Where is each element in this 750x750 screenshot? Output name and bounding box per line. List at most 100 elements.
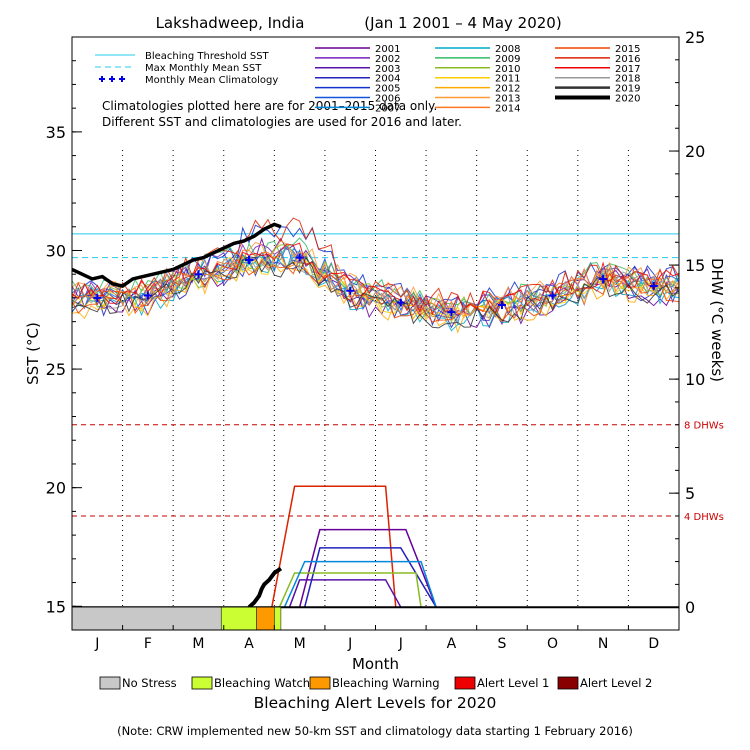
dhw-series-2005 [303, 547, 437, 608]
sst-series-2017 [71, 242, 680, 316]
month-label: F [144, 636, 152, 652]
alert-legend-swatch [99, 676, 121, 690]
year-legend-label: 2015 [615, 44, 640, 55]
year-legend-label: 2010 [495, 64, 520, 75]
alert-legend-swatch [454, 676, 476, 690]
legend-label: Bleaching Threshold SST [145, 51, 270, 62]
alert-legend-label: Alert Level 2 [580, 676, 652, 690]
year-legend-label: 2011 [495, 74, 520, 85]
year-legend-label: 2016 [615, 54, 640, 65]
year-legend-label: 2009 [495, 54, 520, 65]
sst-tick-label: 20 [46, 479, 66, 498]
sst-tick-label: 30 [46, 241, 66, 260]
month-label: D [648, 636, 659, 652]
month-label: M [294, 636, 306, 652]
alert-legend-swatch [557, 676, 579, 690]
alert-legend-swatch [309, 676, 331, 690]
dhw-series-2003 [288, 579, 402, 608]
alert-legend-label: No Stress [122, 676, 177, 690]
climatology-point [447, 308, 456, 317]
year-legend-label: 2008 [495, 44, 520, 55]
legend-cross-marker [109, 76, 115, 82]
x-axis-title: Month [352, 655, 399, 673]
month-label: A [244, 636, 254, 652]
month-label: J [347, 636, 352, 652]
legend-cross-marker [99, 76, 105, 82]
month-label: N [598, 636, 608, 652]
chart-title: Lakshadweep, India [156, 14, 305, 32]
year-legend-label: 2019 [615, 84, 640, 95]
dhw-tick-label: 20 [685, 142, 705, 161]
dhw-threshold-label: 8 DHWs [684, 421, 724, 432]
dhw-series-2007 [283, 560, 437, 608]
alert-bar-segment [274, 606, 282, 631]
legend-label: Monthly Mean Climatology [145, 75, 278, 86]
dhw-threshold-label: 4 DHWs [684, 512, 724, 523]
month-label: M [192, 636, 204, 652]
climatology-point [649, 282, 658, 291]
climatology-point [245, 255, 254, 264]
dhw-series-2010 [278, 572, 422, 608]
dhw-series-2020 [247, 566, 283, 609]
dhw-tick-label: 15 [685, 256, 705, 275]
year-legend-label: 2013 [495, 94, 520, 105]
year-legend-label: 2003 [375, 64, 400, 75]
year-legend-label: 2007 [375, 103, 400, 114]
year-legend-label: 2001 [375, 44, 400, 55]
alert-legend-label: Bleaching Warning [332, 676, 440, 690]
footnote: (Note: CRW implemented new 50-km SST and… [117, 724, 633, 738]
month-label: A [447, 636, 457, 652]
year-legend-label: 2014 [495, 103, 520, 114]
climatology-point [93, 293, 102, 302]
year-legend-label: 2012 [495, 84, 520, 95]
year-legend-label: 2006 [375, 94, 400, 105]
climatology-point [548, 291, 557, 300]
alert-legend-label: Bleaching Watch [214, 676, 310, 690]
alert-bar-segment [220, 606, 257, 631]
climatology-point [497, 301, 506, 310]
dhw-tick-label: 10 [685, 370, 705, 389]
sst-series-2016 [71, 217, 680, 313]
month-label: J [398, 636, 403, 652]
climatology-point [194, 270, 203, 279]
sst-series-2020 [71, 222, 282, 288]
year-legend-label: 2004 [375, 74, 400, 85]
climatology-point [143, 291, 152, 300]
month-label: O [547, 636, 558, 652]
sst-series-2012 [71, 257, 680, 334]
dhw-series-2016 [271, 485, 397, 608]
year-legend-label: 2018 [615, 74, 640, 85]
legend-cross-marker [119, 76, 125, 82]
dhw-series-2001 [298, 528, 437, 608]
dhw-tick-label: 5 [685, 484, 695, 503]
year-legend-label: 2020 [615, 94, 640, 105]
dhw-tick-label: 25 [685, 28, 705, 47]
y-axis-title-right: DHW (°C weeks) [708, 258, 726, 382]
alert-legend-label: Alert Level 1 [477, 676, 549, 690]
year-legend-label: 2005 [375, 84, 400, 95]
year-legend-label: 2017 [615, 64, 640, 75]
sst-tick-label: 35 [46, 123, 66, 142]
dhw-tick-label: 0 [685, 598, 695, 617]
sst-series-2019 [71, 256, 680, 329]
legend-label: Max Monthly Mean SST [145, 63, 262, 74]
sst-series-2018 [71, 252, 680, 323]
alert-bar-segment [71, 606, 222, 631]
alert-title: Bleaching Alert Levels for 2020 [254, 694, 497, 712]
climatology-point [295, 253, 304, 262]
sst-tick-label: 25 [46, 360, 66, 379]
climatology-point [599, 274, 608, 283]
chart-date-range: (Jan 1 2001 – 4 May 2020) [364, 14, 561, 32]
sst-tick-label: 15 [46, 597, 66, 616]
sst-series-2009 [71, 237, 680, 311]
climatology-point [396, 298, 405, 307]
climatology-note: Climatologies plotted here are for 2001–… [102, 99, 437, 113]
climatology-note: Different SST and climatologies are used… [102, 115, 462, 129]
month-label: S [498, 636, 507, 652]
y-axis-title-left: SST (°C) [24, 322, 42, 385]
year-legend-label: 2002 [375, 54, 400, 65]
climatology-point [346, 286, 355, 295]
alert-legend-swatch [191, 676, 213, 690]
month-label: J [94, 636, 99, 652]
